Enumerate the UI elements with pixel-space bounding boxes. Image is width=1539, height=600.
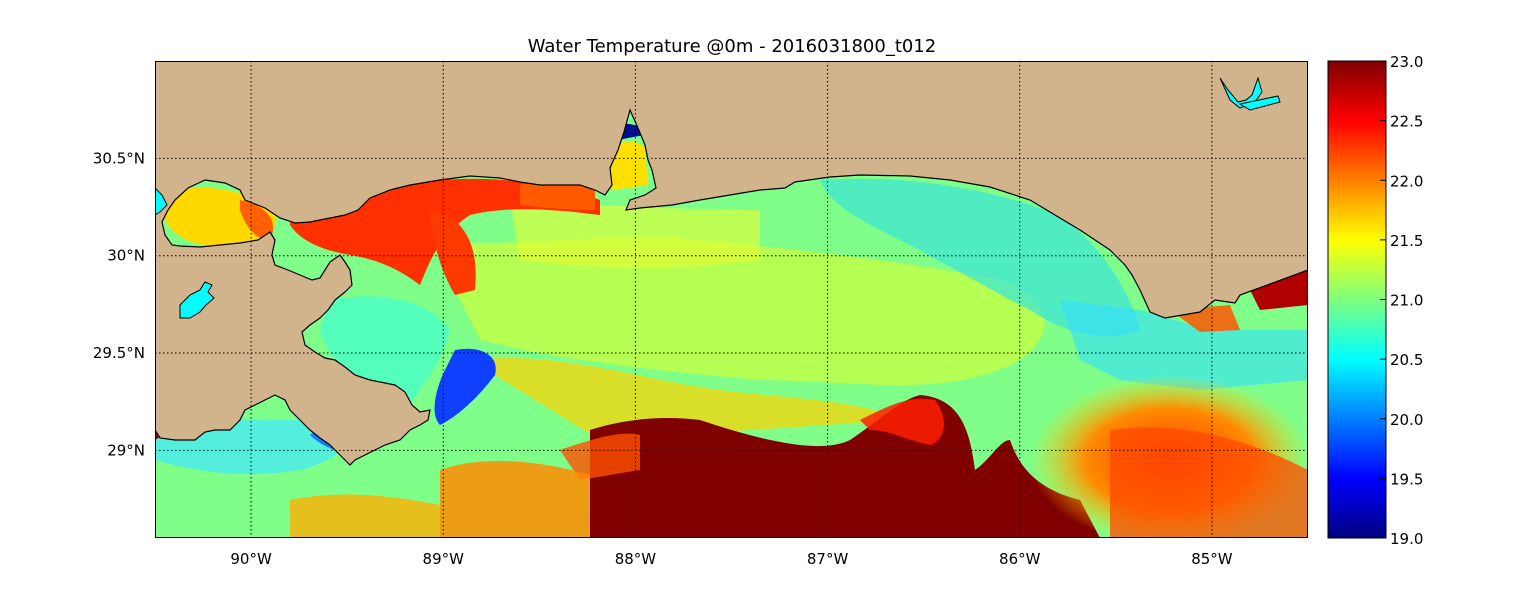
cyan-zone-far-east [1060,300,1308,390]
gridlines [155,61,1308,538]
colorbar-tick-label: 23.0 [1390,53,1423,71]
warm-apalachicola [1250,270,1308,310]
colorbar-tick-label: 20.5 [1390,351,1423,369]
warm-southwest [440,460,590,538]
colorbar-scale [1327,60,1387,539]
warm-far-southwest [290,494,440,538]
warm-mobile-bay [612,141,648,190]
lake-east-arm [1238,95,1281,111]
warm-mobile-entrance [520,180,595,210]
colorbar: 23.0 22.5 22.0 21.5 21.0 20.5 20.0 19.5 19.0 [1327,53,1423,548]
x-axis-ticks: 90°W 89°W 88°W 87°W 86°W 85°W [230,550,1232,568]
y-axis-ticks: 30.5°N 30°N 29.5°N 29°N [93,149,145,459]
colorbar-tick-label: 19.5 [1390,470,1423,488]
x-tick-label: 87°W [807,550,849,568]
colorbar-tick-label: 19.0 [1390,530,1423,548]
colorbar-ticks: 23.0 22.5 22.0 21.5 21.0 20.5 20.0 19.5 19.0 [1380,53,1423,548]
x-tick-label: 89°W [423,550,465,568]
lake-west-small [179,281,215,319]
yellow-zone-central [430,237,1045,385]
lake-west-edge [155,187,168,216]
x-tick-label: 86°W [999,550,1041,568]
y-tick-label: 30°N [107,247,145,265]
y-tick-label: 29.5°N [93,344,145,362]
lake-east [1219,76,1263,109]
warm-loop-current [590,395,1100,538]
y-tick-label: 29°N [107,441,145,459]
colorbar-tick-label: 22.5 [1390,113,1423,131]
map-frame [155,61,1308,538]
x-tick-label: 90°W [230,550,272,568]
warm-plume-sound [430,210,476,295]
yellow-zone-south [470,357,900,440]
chart-title: Water Temperature @0m - 2016031800_t012 [527,36,937,57]
x-tick-label: 85°W [1191,550,1233,568]
cold-plume [434,348,496,425]
colorbar-tick-label: 21.0 [1390,292,1423,310]
cyan-zone-delta [320,296,450,420]
colorbar-tick-label: 20.0 [1390,411,1423,429]
x-tick-label: 88°W [615,550,657,568]
warm-eddy-ring [860,398,945,445]
colorbar-tick-label: 21.5 [1390,232,1423,250]
warm-lake-east [240,200,274,240]
y-tick-label: 30.5°N [93,149,145,167]
colorbar-tick-label: 22.0 [1390,172,1423,190]
warm-fringe-sw [560,433,640,480]
warm-east-shelf [1110,427,1308,538]
